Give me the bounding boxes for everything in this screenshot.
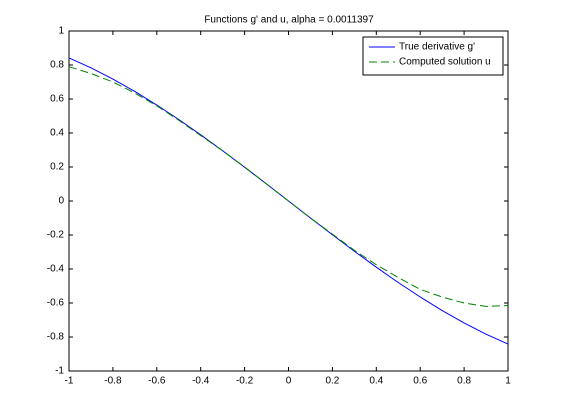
y-tick-label: 0 [58,196,64,207]
x-tick-label: 1 [505,376,511,387]
x-tick-label: -0.2 [236,376,254,387]
y-tick-label: -0.8 [47,332,65,343]
x-tick-label: -0.8 [104,376,122,387]
y-tick-label: -1 [55,366,64,377]
x-tick-label: 0.2 [325,376,339,387]
y-tick-label: 0.6 [50,94,64,105]
y-tick-label: -0.4 [47,264,65,275]
y-tick-label: 0.2 [50,162,64,173]
x-tick-label: -0.4 [192,376,210,387]
y-tick-label: -0.6 [47,298,65,309]
legend-label: Computed solution u [399,57,491,68]
x-tick-label: 0.8 [457,376,471,387]
x-tick-label: 0.4 [369,376,383,387]
y-tick-label: -0.2 [47,230,65,241]
x-tick-label: -0.6 [148,376,166,387]
x-tick-label: 0.6 [413,376,427,387]
y-tick-label: 0.8 [50,60,64,71]
y-tick-label: 1 [58,26,64,37]
legend-label: True derivative g' [399,42,475,53]
chart-title: Functions g' and u, alpha = 0.0011397 [204,15,374,26]
x-tick-label: -1 [65,376,74,387]
x-tick-label: 0 [286,376,292,387]
y-tick-label: 0.4 [50,128,64,139]
series-line [68,66,509,307]
legend-box [362,36,504,76]
